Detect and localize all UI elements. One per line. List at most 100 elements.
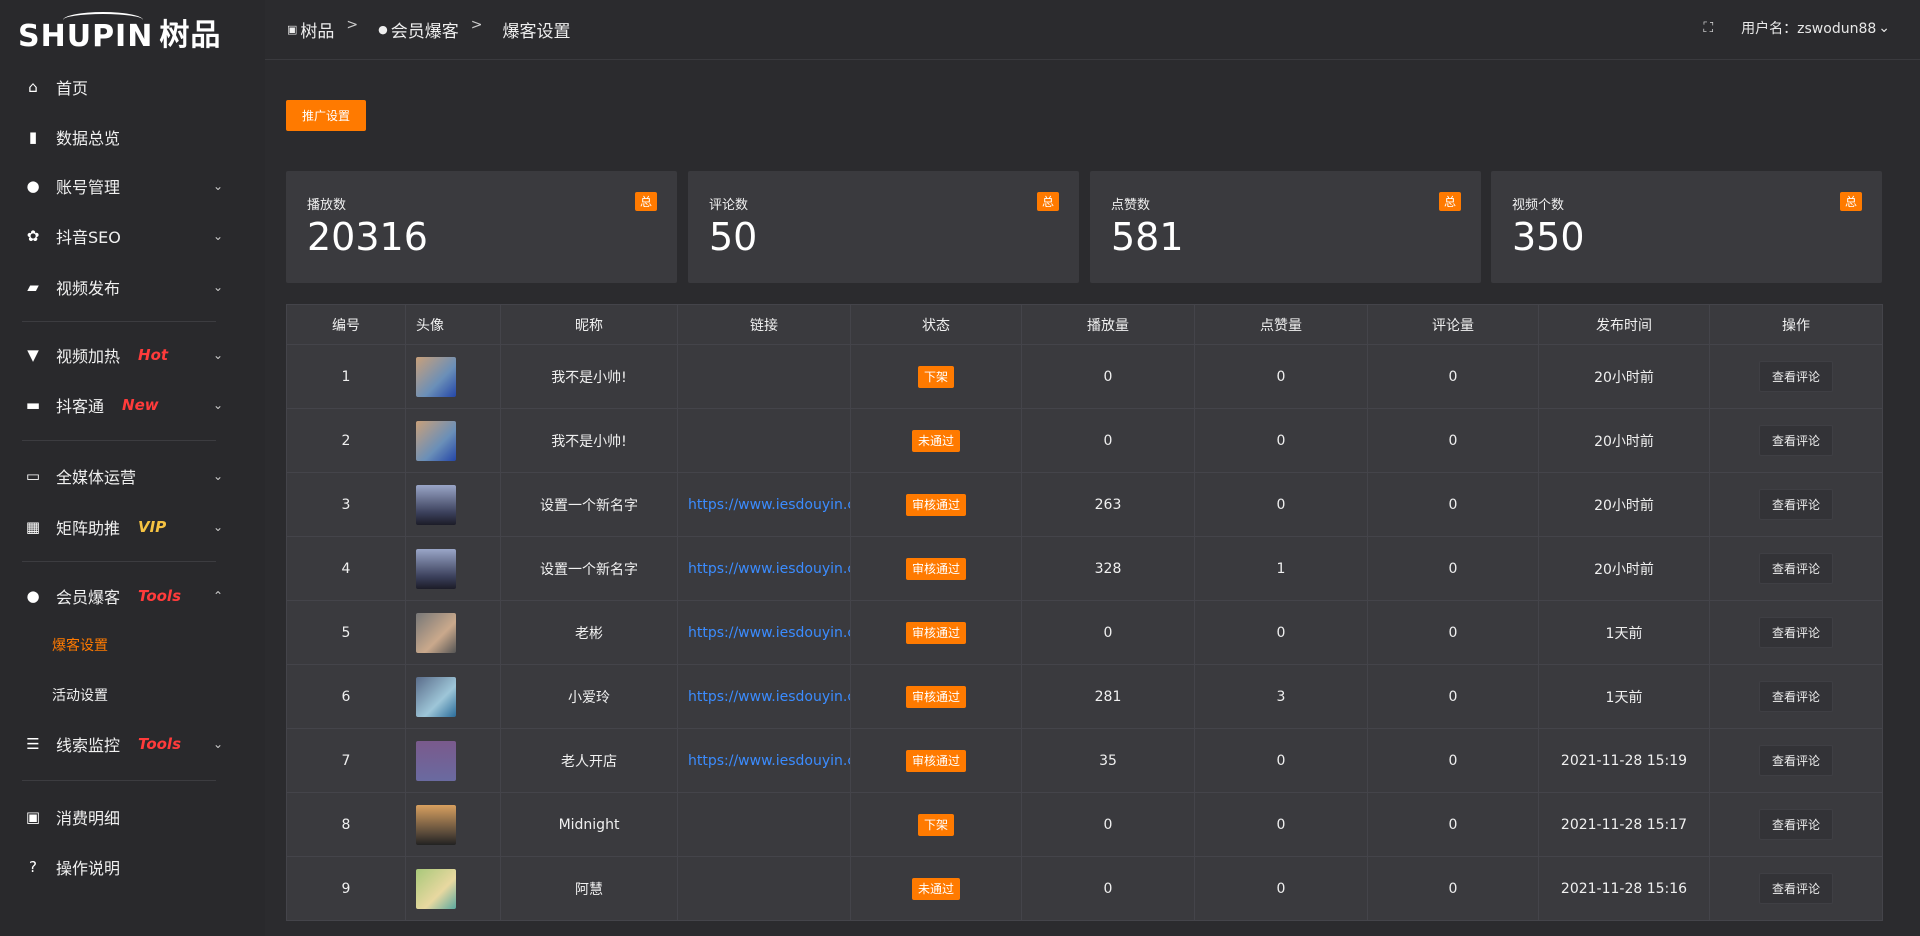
breadcrumb-item[interactable]: ▣ 树品 xyxy=(287,22,335,42)
view-comments-button[interactable]: 查看评论 xyxy=(1758,681,1833,712)
cell-6: 0 xyxy=(1194,792,1368,857)
cell-6: 0 xyxy=(1194,344,1368,409)
avatar xyxy=(416,612,456,653)
breadcrumb-current: 爆客设置 xyxy=(502,22,571,42)
cell-6: 0 xyxy=(1194,472,1368,537)
cell-7: 0 xyxy=(1367,472,1539,537)
table-row: 1 我不是小帅! 下架 0 0 0 20小时前 查看评论 xyxy=(286,344,1883,409)
view-comments-button[interactable]: 查看评论 xyxy=(1758,873,1833,904)
cell-3 xyxy=(677,792,851,857)
view-comments-button[interactable]: 查看评论 xyxy=(1758,361,1833,392)
cell-3: https://www.iesdouyin.c xyxy=(677,728,851,793)
logo[interactable]: SHUPIN 树品 xyxy=(18,12,221,54)
chevron-icon[interactable]: ⌄ xyxy=(212,280,223,294)
cell-7: 0 xyxy=(1367,536,1539,601)
chevron-icon[interactable]: ⌄ xyxy=(212,520,223,534)
sidebar-item[interactable]: ▮ 数据总览 xyxy=(0,112,265,162)
chevron-icon[interactable]: ⌄ xyxy=(212,348,223,362)
cell-3: https://www.iesdouyin.c xyxy=(677,472,851,537)
chevron-icon[interactable]: ⌄ xyxy=(212,229,223,243)
video-link[interactable]: https://www.iesdouyin.c xyxy=(688,752,851,769)
column-header: 播放量 xyxy=(1021,304,1195,345)
sidebar-item[interactable]: ✿ 抖音SEO ⌄ xyxy=(0,211,265,261)
cell-0: 2 xyxy=(286,408,406,473)
sidebar-item[interactable]: ▭ 全媒体运营 ⌄ xyxy=(0,451,265,501)
fullscreen-icon[interactable]: ⛶ xyxy=(1703,20,1714,36)
view-comments-button[interactable]: 查看评论 xyxy=(1758,425,1833,456)
chevron-down-icon[interactable]: ⌄ xyxy=(1878,20,1890,36)
sidebar-item[interactable]: ● 账号管理 ⌄ xyxy=(0,161,265,211)
monitor-icon: ▭ xyxy=(25,467,41,485)
view-comments-button[interactable]: 查看评论 xyxy=(1758,617,1833,648)
grid-icon: ▦ xyxy=(25,518,41,536)
cell-1 xyxy=(405,536,501,601)
cell-5: 281 xyxy=(1021,664,1195,729)
logo-cn: 树品 xyxy=(159,18,222,53)
view-comments-button[interactable]: 查看评论 xyxy=(1758,489,1833,520)
sidebar-item[interactable]: ▦ 矩阵助推 VIP ⌄ xyxy=(0,502,265,552)
sidebar-item-label: 操作说明 xyxy=(56,859,121,878)
chevron-icon[interactable]: ⌃ xyxy=(212,589,223,603)
stat-card: 播放数 20316 总 xyxy=(286,171,677,283)
cell-0: 3 xyxy=(286,472,406,537)
table-row: 7 老人开店 https://www.iesdouyin.c 审核通过 35 0 0 2021… xyxy=(286,728,1883,793)
view-comments-button[interactable]: 查看评论 xyxy=(1758,553,1833,584)
video-link[interactable]: https://www.iesdouyin.c xyxy=(688,496,851,513)
user-menu[interactable]: 用户名：zswodun88 xyxy=(1741,21,1877,37)
sidebar-item[interactable]: ● 会员爆客 Tools ⌃ xyxy=(0,571,265,621)
cell-5: 0 xyxy=(1021,856,1195,921)
cell-9: 查看评论 xyxy=(1709,792,1883,857)
sidebar-divider xyxy=(22,321,216,322)
sidebar-item[interactable]: ▰ 视频发布 ⌄ xyxy=(0,262,265,312)
chevron-icon[interactable]: ⌄ xyxy=(212,398,223,412)
cell-6: 0 xyxy=(1194,856,1368,921)
sidebar-item[interactable]: ▣ 消费明细 xyxy=(0,792,265,842)
header: ▣ 树品 > ● 会员爆客 > 爆客设置 ⛶ 用户名：zswodun88 ⌄ xyxy=(265,0,1920,60)
sidebar-item[interactable]: ? 操作说明 xyxy=(0,842,265,892)
cell-2: 小爱玲 xyxy=(500,664,678,729)
cell-6: 0 xyxy=(1194,728,1368,793)
cell-0: 1 xyxy=(286,344,406,409)
cell-4: 审核通过 xyxy=(850,536,1022,601)
cell-3: https://www.iesdouyin.c xyxy=(677,536,851,601)
view-comments-button[interactable]: 查看评论 xyxy=(1758,809,1833,840)
sidebar-item[interactable]: ⌂ 首页 xyxy=(0,62,265,112)
stat-card: 点赞数 581 总 xyxy=(1090,171,1481,283)
status-badge: 下架 xyxy=(917,366,954,388)
sidebar-item[interactable]: ▼ 视频加热 Hot ⌄ xyxy=(0,330,265,380)
table-row: 8 Midnight 下架 0 0 0 2021-11-28 15:17 查看评论 xyxy=(286,792,1883,857)
cell-9: 查看评论 xyxy=(1709,728,1883,793)
stat-title: 视频个数 xyxy=(1512,198,1565,213)
cell-1 xyxy=(405,792,501,857)
video-link[interactable]: https://www.iesdouyin.c xyxy=(688,688,851,705)
sidebar-item-label: 全媒体运营 xyxy=(56,468,137,487)
cell-2: 我不是小帅! xyxy=(500,408,678,473)
avatar xyxy=(416,804,456,845)
cell-6: 1 xyxy=(1194,536,1368,601)
column-header: 昵称 xyxy=(500,304,678,345)
cell-4: 审核通过 xyxy=(850,728,1022,793)
cell-6: 0 xyxy=(1194,408,1368,473)
chevron-icon[interactable]: ⌄ xyxy=(212,179,223,193)
sidebar-item-label: 视频发布 xyxy=(56,279,121,298)
sidebar-item[interactable]: 爆客设置 xyxy=(0,620,265,670)
cell-7: 0 xyxy=(1367,856,1539,921)
chevron-icon[interactable]: ⌄ xyxy=(212,469,223,483)
sidebar-item[interactable]: ▬ 抖客通 New ⌄ xyxy=(0,380,265,430)
cell-1 xyxy=(405,856,501,921)
promo-settings-button[interactable]: 推广设置 xyxy=(286,100,366,131)
sidebar-item[interactable]: ☰ 线索监控 Tools ⌄ xyxy=(0,719,265,769)
cell-8: 20小时前 xyxy=(1538,472,1710,537)
sliders-icon: ☰ xyxy=(26,735,40,753)
cell-1 xyxy=(405,728,501,793)
cell-3 xyxy=(677,408,851,473)
video-link[interactable]: https://www.iesdouyin.c xyxy=(688,624,851,641)
column-header: 链接 xyxy=(677,304,851,345)
sidebar-item[interactable]: 活动设置 xyxy=(0,670,265,720)
view-comments-button[interactable]: 查看评论 xyxy=(1758,745,1833,776)
chevron-icon[interactable]: ⌄ xyxy=(212,737,223,751)
page-icon: ▣ xyxy=(287,23,298,36)
user-icon: ● xyxy=(378,23,388,36)
breadcrumb-item[interactable]: ● 会员爆客 xyxy=(378,22,459,42)
video-link[interactable]: https://www.iesdouyin.c xyxy=(688,560,851,577)
